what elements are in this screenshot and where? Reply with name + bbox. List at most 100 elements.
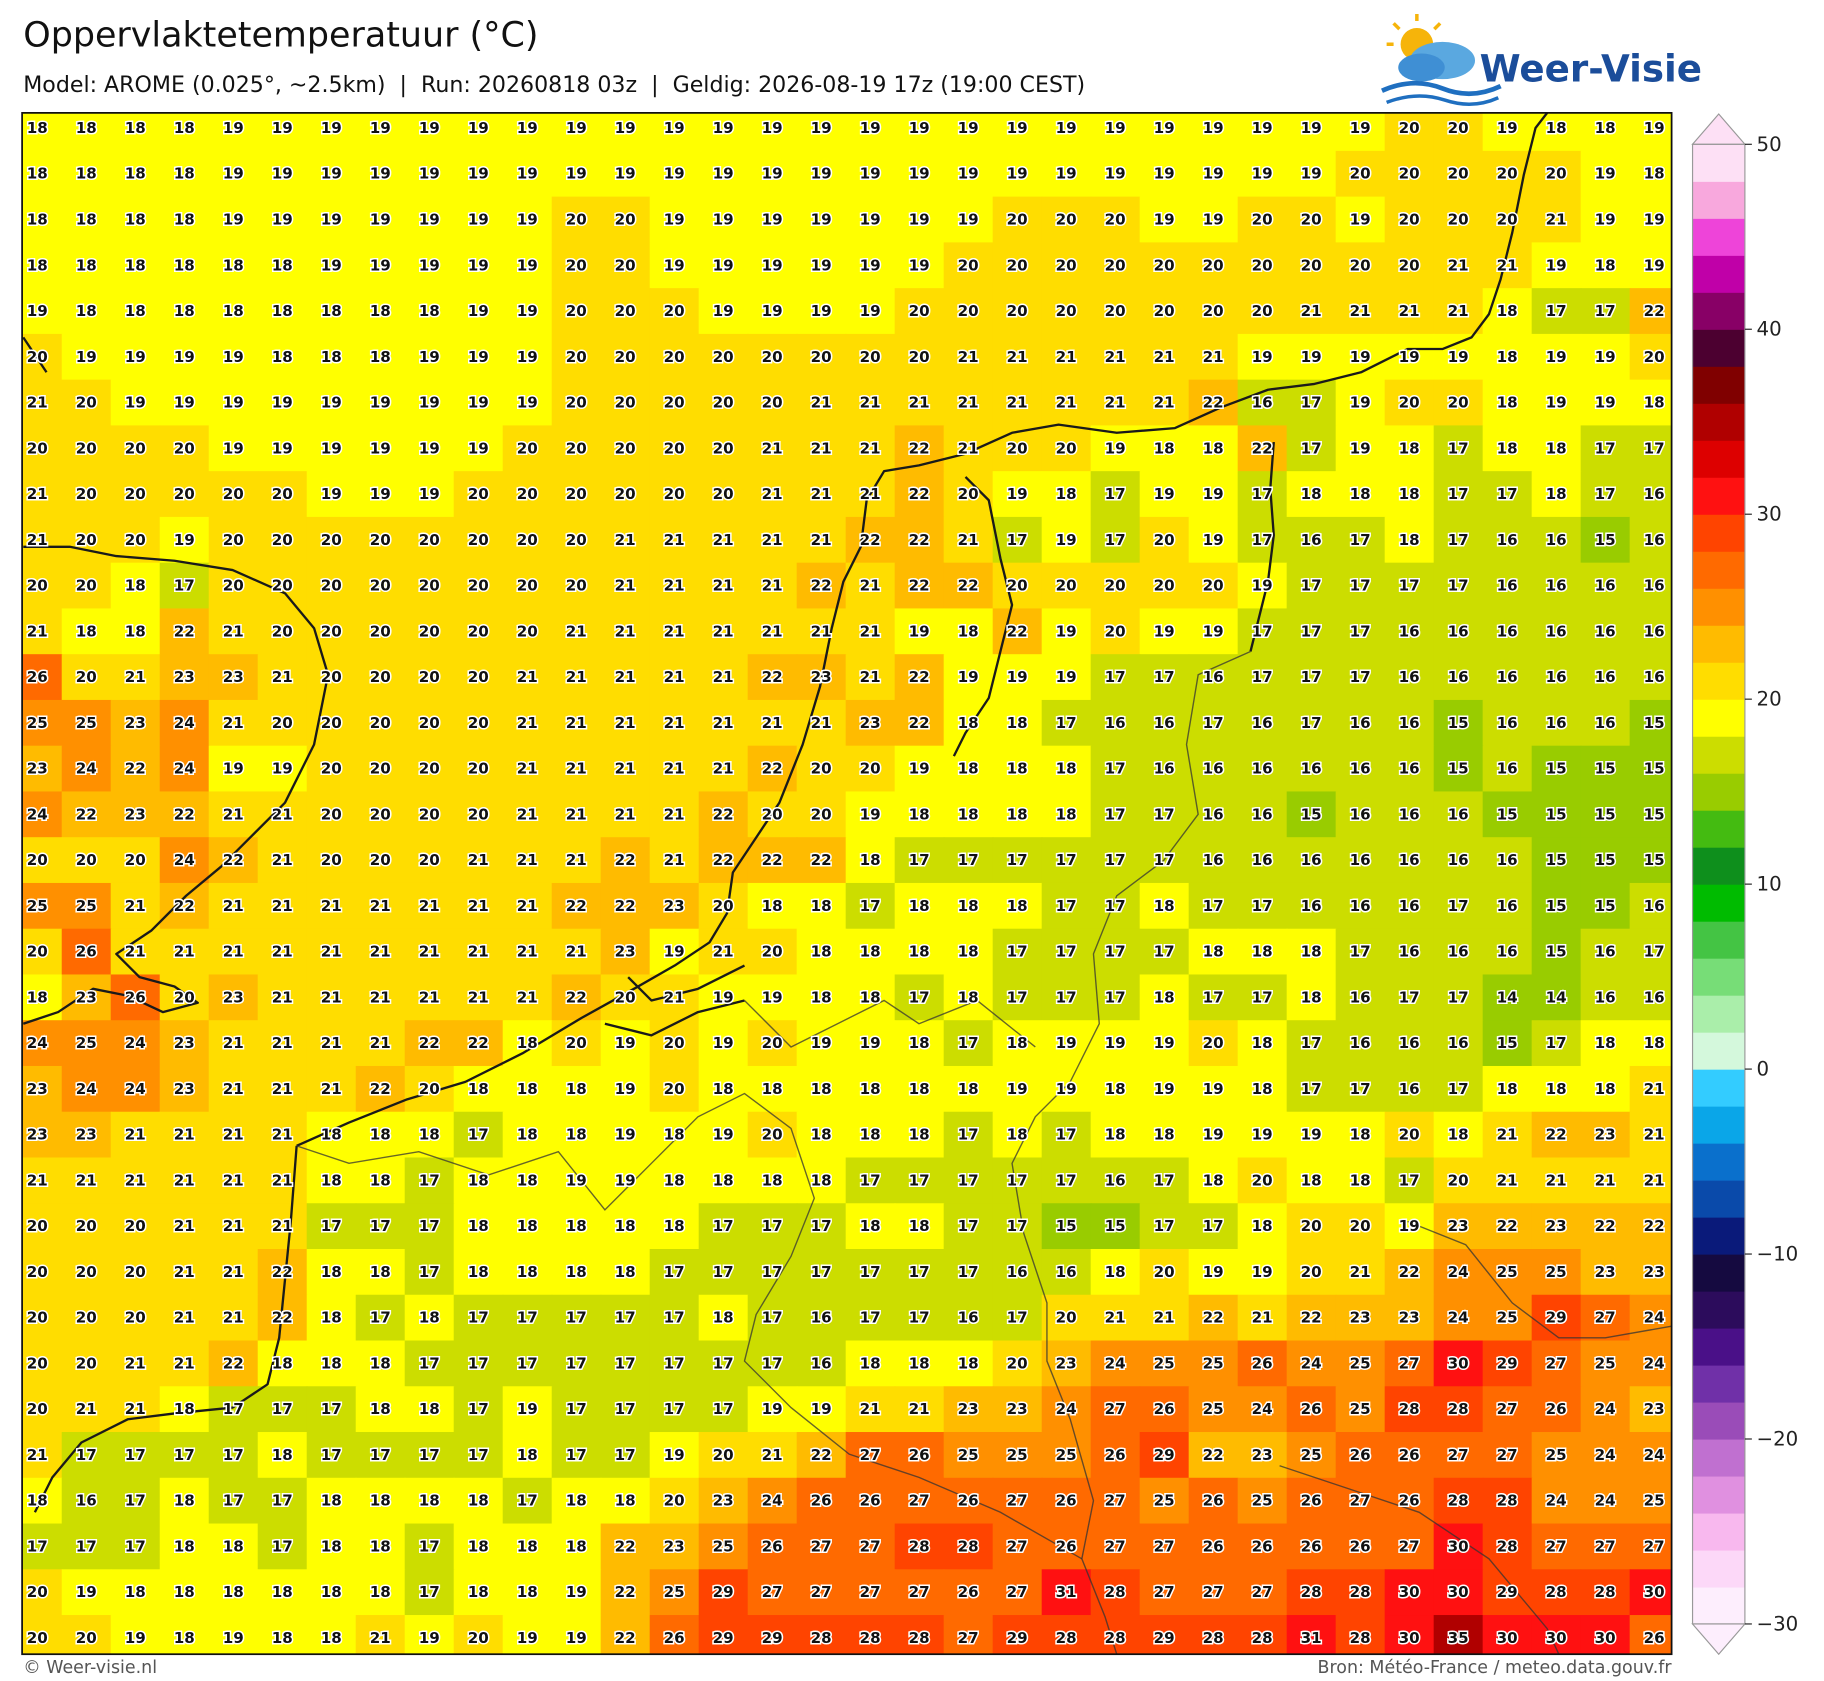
temperature-label: 19 (1399, 348, 1420, 366)
temperature-cell (208, 288, 259, 335)
temperature-cell (894, 288, 945, 335)
temperature-label: 18 (762, 897, 783, 915)
temperature-cell (1580, 196, 1631, 244)
temperature-label: 19 (517, 119, 538, 137)
temperature-label: 19 (223, 394, 244, 412)
temperature-label: 21 (1399, 302, 1420, 320)
temperature-label: 18 (958, 1080, 979, 1098)
temperature-label: 18 (76, 119, 97, 137)
temperature-label: 16 (1644, 622, 1665, 640)
temperature-label: 21 (174, 1171, 195, 1189)
temperature-label: 18 (1301, 988, 1322, 1006)
temperature-label: 23 (664, 1537, 685, 1555)
temperature-cell (600, 882, 651, 930)
temperature-cell (1041, 333, 1092, 381)
temperature-label: 16 (1203, 805, 1224, 823)
temperature-cell (1139, 196, 1190, 244)
temperature-cell (404, 425, 455, 472)
temperature-label: 19 (76, 348, 97, 366)
temperature-label: 17 (223, 1492, 244, 1510)
temperature-label: 27 (1007, 1537, 1028, 1555)
temperature-cell (943, 562, 994, 610)
temperature-label: 19 (1056, 1034, 1077, 1052)
temperature-cell (404, 379, 455, 427)
temperature-label: 16 (1350, 1034, 1371, 1052)
temperature-label: 20 (321, 851, 342, 869)
temperature-label: 21 (860, 1400, 881, 1418)
temperature-label: 19 (419, 119, 440, 137)
heatmap (22, 112, 1672, 1655)
temperature-label: 18 (468, 1171, 489, 1189)
temperature-cell (61, 288, 112, 335)
temperature-cell (1237, 242, 1288, 289)
temperature-label: 20 (615, 211, 636, 229)
temperature-cell (1090, 562, 1141, 610)
logo-text: Weer-Visie (1480, 46, 1702, 90)
temperature-label: 16 (1644, 531, 1665, 549)
temperature-cell (551, 654, 602, 701)
temperature-label: 19 (811, 302, 832, 320)
temperature-label: 21 (762, 714, 783, 732)
temperature-label: 18 (1350, 485, 1371, 503)
temperature-label: 19 (1203, 1126, 1224, 1144)
temperature-label: 25 (1350, 1354, 1371, 1372)
temperature-label: 19 (762, 119, 783, 137)
temperature-cell (1629, 471, 1672, 518)
temperature-label: 19 (223, 211, 244, 229)
temperature-label: 17 (419, 1583, 440, 1601)
temperature-label: 26 (1252, 1354, 1273, 1372)
temperature-label: 18 (468, 1217, 489, 1235)
temperature-label: 17 (860, 1309, 881, 1327)
temperature-cell (1531, 196, 1582, 244)
temperature-label: 19 (811, 211, 832, 229)
temperature-label: 17 (1301, 1034, 1322, 1052)
temperature-label: 19 (1350, 439, 1371, 457)
temperature-label: 21 (419, 897, 440, 915)
temperature-label: 18 (321, 1263, 342, 1281)
temperature-label: 18 (1301, 485, 1322, 503)
temperature-cell (698, 699, 749, 747)
temperature-cell (257, 654, 308, 701)
temperature-label: 31 (1056, 1583, 1077, 1601)
temperature-label: 17 (909, 1171, 930, 1189)
temperature-cell (502, 196, 553, 244)
temperature-cell (1384, 288, 1435, 335)
footer-left: © Weer-visie.nl (23, 1658, 157, 1678)
temperature-cell (698, 974, 749, 1021)
temperature-label: 17 (1105, 760, 1126, 778)
temperature-cell (698, 471, 749, 518)
temperature-cell (404, 1065, 455, 1113)
temperature-label: 26 (664, 1629, 685, 1647)
temperature-cell (943, 242, 994, 289)
temperature-label: 18 (958, 943, 979, 961)
temperature-cell (208, 379, 259, 427)
temperature-cell (992, 471, 1043, 518)
temperature-label: 22 (566, 897, 587, 915)
temperature-cell (306, 791, 357, 838)
temperature-label: 17 (1448, 1080, 1469, 1098)
temperature-cell (1433, 562, 1484, 610)
colorbar-segment (1692, 921, 1745, 959)
temperature-cell (698, 791, 749, 838)
temperature-label: 21 (1007, 348, 1028, 366)
temperature-cell (1188, 654, 1239, 701)
temperature-label: 20 (321, 622, 342, 640)
temperature-label: 28 (909, 1537, 930, 1555)
temperature-cell (61, 699, 112, 747)
temperature-label: 18 (223, 256, 244, 274)
temperature-label: 17 (174, 577, 195, 595)
temperature-label: 18 (909, 1217, 930, 1235)
temperature-label: 18 (370, 1537, 391, 1555)
temperature-cell (61, 562, 112, 610)
temperature-cell (1090, 288, 1141, 335)
temperature-label: 18 (321, 1583, 342, 1601)
temperature-label: 28 (958, 1537, 979, 1555)
temperature-label: 23 (223, 668, 244, 686)
temperature-label: 21 (1154, 348, 1175, 366)
temperature-label: 17 (1105, 851, 1126, 869)
temperature-label: 26 (1056, 1537, 1077, 1555)
temperature-label: 19 (272, 165, 293, 183)
temperature-cell (1188, 425, 1239, 472)
temperature-label: 17 (615, 1446, 636, 1464)
temperature-label: 20 (615, 302, 636, 320)
